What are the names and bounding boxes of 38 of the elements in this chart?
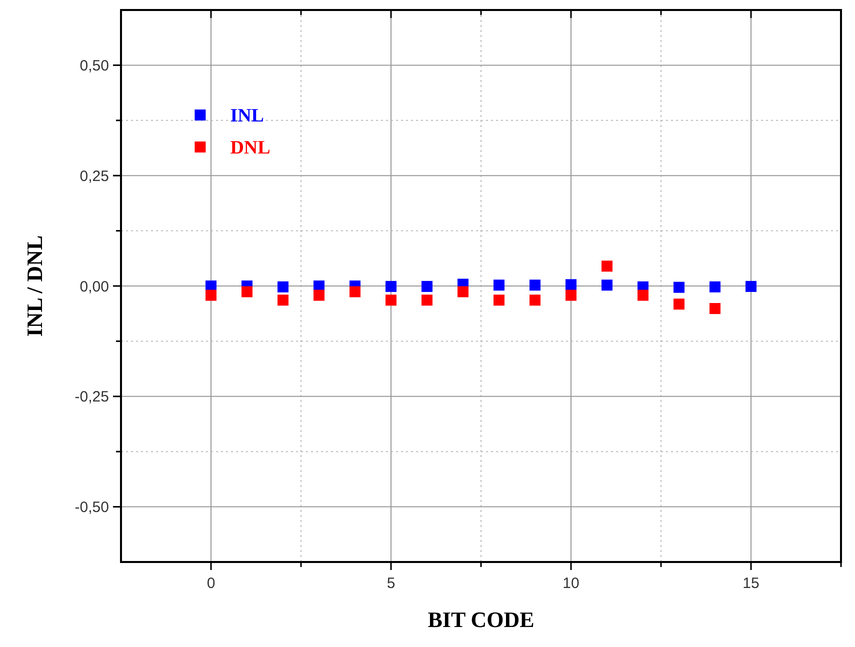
point <box>674 298 684 310</box>
point <box>746 280 756 292</box>
point <box>278 294 288 306</box>
y-tick-label: -0,50 <box>74 499 109 516</box>
legend-label: INL <box>230 106 264 127</box>
point <box>494 294 504 306</box>
y-tick-label: 0,25 <box>80 168 109 185</box>
y-tick-label: -0,25 <box>74 388 109 406</box>
point <box>206 290 216 301</box>
y-tick-label: 0,00 <box>80 278 109 296</box>
point <box>422 294 432 306</box>
point <box>458 286 468 298</box>
x-axis-title: BIT CODE <box>428 607 534 632</box>
x-tick-label: 15 <box>742 575 760 592</box>
point <box>638 290 648 301</box>
point <box>350 286 360 298</box>
x-tick-label: 10 <box>562 575 580 592</box>
point <box>710 281 720 292</box>
legend-label: DNL <box>230 138 270 159</box>
point <box>602 260 612 272</box>
point <box>566 279 576 290</box>
point <box>278 281 288 292</box>
point <box>674 282 684 293</box>
point <box>530 294 540 306</box>
point <box>602 280 612 291</box>
point <box>566 290 576 301</box>
x-tick-label: 5 <box>386 575 396 592</box>
point <box>386 294 396 306</box>
point <box>242 286 252 298</box>
point <box>422 280 432 292</box>
point <box>710 303 720 314</box>
x-tick-label: 0 <box>206 575 216 592</box>
point <box>494 280 504 291</box>
point <box>314 290 324 301</box>
y-tick-label: 0,50 <box>80 57 109 74</box>
point <box>530 280 540 291</box>
point <box>386 280 396 292</box>
y-axis-title: INL / DNL <box>22 235 47 337</box>
